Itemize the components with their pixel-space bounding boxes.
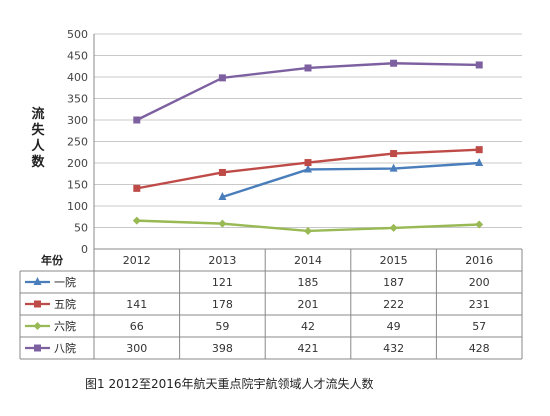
data-point-marker (390, 59, 398, 67)
y-tick-label: 300 (67, 114, 88, 127)
data-point-marker (218, 219, 227, 228)
data-point-marker (304, 226, 312, 235)
data-label: 185 (298, 276, 319, 289)
data-label: 398 (212, 342, 233, 355)
data-label: 66 (130, 320, 144, 333)
data-point-marker (218, 74, 226, 82)
chart-caption: 图1 2012至2016年航天重点院宇航领域人才流失人数 (85, 376, 374, 391)
data-point-marker (475, 158, 484, 166)
data-label: 57 (472, 320, 486, 333)
data-label: 200 (469, 276, 490, 289)
data-point-marker (133, 184, 141, 192)
data-point-marker (475, 220, 484, 229)
series-line (136, 62, 480, 122)
y-tick-label: 350 (67, 93, 88, 106)
data-point-marker (218, 191, 227, 200)
data-point-marker (389, 163, 398, 172)
series-1 (218, 158, 484, 200)
x-tick-label: 2015 (380, 254, 408, 267)
data-label: 42 (301, 320, 315, 333)
legend-label: 五院 (54, 297, 76, 311)
data-point-marker (389, 223, 398, 232)
x-tick-label: 2013 (208, 254, 236, 267)
data-point-marker (218, 168, 226, 176)
y-axis-label: 流失人数 (31, 106, 45, 170)
series-4 (133, 59, 483, 124)
data-label: 231 (469, 298, 490, 311)
data-label: 178 (212, 298, 233, 311)
y-axis: 0 50 100 150 200 250 300 350 400 450 500 (67, 28, 95, 256)
series (132, 59, 484, 235)
x-tick-label: 2012 (123, 254, 151, 267)
y-tick-label: 250 (67, 136, 88, 149)
data-point-marker (475, 146, 483, 154)
x-tick-label: 2014 (294, 254, 322, 267)
data-label: 121 (212, 276, 233, 289)
y-tick-label: 450 (67, 50, 88, 63)
legend-label: 八院 (54, 341, 76, 355)
y-tick-label: 200 (67, 157, 88, 170)
data-label: 49 (387, 320, 401, 333)
data-point-marker (304, 159, 312, 167)
data-label: 421 (298, 342, 319, 355)
data-point-marker (133, 116, 141, 124)
data-label: 432 (383, 342, 404, 355)
data-label: 187 (383, 276, 404, 289)
table-header-label: 年份 (41, 253, 64, 267)
y-tick-label: 150 (67, 179, 88, 192)
data-label: 300 (126, 342, 147, 355)
y-tick-label: 400 (67, 71, 88, 84)
x-tick-label: 2016 (465, 254, 493, 267)
legend-label: 一院 (54, 275, 76, 289)
data-label: 201 (298, 298, 319, 311)
data-label: 222 (383, 298, 404, 311)
data-point-marker (475, 61, 483, 69)
data-point-marker (132, 216, 141, 225)
data-point-marker (304, 64, 312, 72)
data-label: 141 (126, 298, 147, 311)
data-point-marker (390, 150, 398, 158)
series-line (222, 161, 480, 199)
legend-label: 六院 (54, 319, 76, 333)
data-point-marker (34, 344, 41, 352)
y-tick-label: 100 (67, 200, 88, 213)
data-point-marker (34, 300, 41, 308)
data-point-marker (33, 322, 42, 330)
data-label: 59 (215, 320, 229, 333)
data-point-marker (33, 277, 42, 285)
series-3 (132, 216, 484, 235)
data-table: 年份 2012 2013 2014 2015 2016 一院 121 185 187 200 五院 14… (19, 248, 523, 360)
series-2 (133, 146, 483, 192)
data-label: 428 (469, 342, 490, 355)
data-point-marker (304, 164, 312, 173)
y-tick-label: 500 (67, 28, 88, 41)
y-tick-label: 0 (81, 243, 88, 256)
y-tick-label: 50 (74, 222, 88, 235)
